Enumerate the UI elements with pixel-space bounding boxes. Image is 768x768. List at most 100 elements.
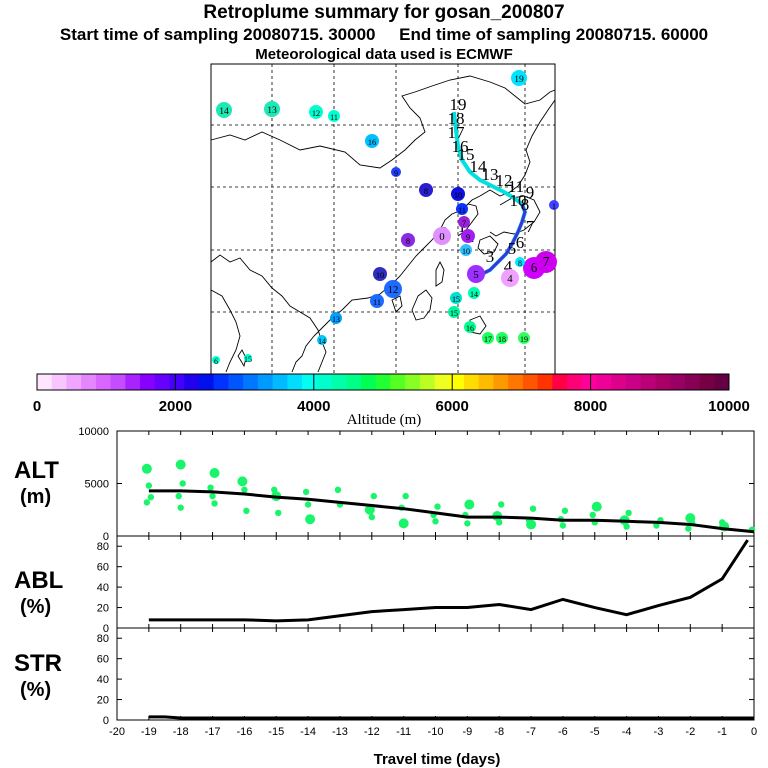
cluster-marker: 15 (450, 292, 462, 304)
chart-title: Retroplume summary for gosan_200807 (203, 2, 565, 23)
x-tick-label: -19 (141, 726, 157, 738)
trajectory-number: 10 (510, 191, 527, 210)
x-axis-title: Travel time (days) (374, 751, 501, 768)
cluster-marker: 19 (518, 332, 530, 344)
plume-particle-dot (209, 468, 220, 478)
x-tick-label: -4 (622, 726, 632, 738)
cluster-marker: 14 (317, 335, 327, 346)
cluster-marker: 16 (464, 321, 476, 333)
x-tick-label: -3 (654, 726, 664, 738)
trajectory-number: 17 (448, 123, 466, 142)
trajectory-number: 14 (470, 157, 488, 176)
series-line (148, 539, 749, 623)
colorbar-swatch (419, 374, 436, 390)
colorbar-swatch (302, 374, 318, 390)
trajectory-number: 6 (516, 233, 525, 252)
colorbar-swatch (316, 374, 332, 390)
cluster-marker: 9 (391, 167, 401, 178)
x-tick-label: -1 (717, 726, 727, 738)
colorbar-swatch (213, 374, 229, 390)
x-tick-label: -20 (109, 726, 125, 738)
plume-particle-dot (302, 488, 310, 496)
plume-particle-dot (209, 492, 216, 500)
cluster-marker: 7 (535, 251, 557, 273)
x-tick-label: -5 (590, 726, 600, 738)
cluster-label: 14 (318, 337, 326, 346)
cluster-label: 12 (312, 109, 320, 118)
x-tick-label: -13 (332, 726, 348, 738)
colorbar-swatch (684, 374, 701, 390)
y-tick-label: 0 (103, 715, 109, 727)
trajectory-number: 15 (458, 145, 475, 164)
x-tick-label: -12 (364, 726, 380, 738)
plume-particle-dot (141, 463, 152, 474)
plume-particle-dot (623, 523, 630, 530)
colorbar-swatch (37, 374, 53, 390)
colorbar-tick-label: 0 (33, 398, 41, 415)
trajectory-path (452, 111, 528, 277)
plume-particle-dot (370, 492, 377, 500)
plume-particle-dot (496, 519, 503, 526)
plume-particle-dot (175, 459, 186, 470)
plume-particle-dot (368, 513, 375, 521)
cluster-marker: 4 (501, 269, 519, 287)
alt-label: ALT (14, 457, 59, 484)
meteorological-data-label: Meteorological data used is ECMWF (255, 46, 513, 63)
colorbar-swatch (110, 374, 126, 390)
cluster-label: 15 (452, 295, 460, 304)
colorbar-swatch (375, 374, 391, 390)
str-label: STR (14, 650, 62, 677)
plume-particle-dot (464, 520, 471, 527)
x-tick-label: -10 (428, 726, 444, 738)
colorbar-swatch (596, 374, 612, 390)
cluster-label: 11 (373, 298, 381, 307)
cluster-marker: 12 (309, 105, 323, 119)
colorbar-swatch (272, 374, 288, 390)
plume-particle-dot (147, 493, 155, 501)
colorbar-swatch (405, 374, 421, 390)
cluster-label: 13 (267, 105, 277, 116)
cluster-marker: 14 (468, 287, 480, 299)
colorbar-swatch (81, 374, 97, 390)
x-tick-label: -9 (462, 726, 472, 738)
panel-frame (116, 535, 755, 629)
colorbar-swatch (567, 374, 583, 390)
plume-particle-dot (591, 501, 602, 512)
abl-unit: (%) (20, 596, 51, 618)
cluster-label: 16 (466, 324, 474, 333)
cluster-marker: 14 (216, 102, 232, 118)
x-tick-label: -2 (685, 726, 695, 738)
x-tick-label: -18 (173, 726, 189, 738)
cluster-label: 14 (219, 106, 229, 117)
cluster-marker: 13 (330, 312, 342, 324)
plume-particle-dot (434, 503, 441, 510)
colorbar-swatch (346, 374, 362, 390)
cluster-marker: 18 (496, 332, 508, 344)
colorbar-swatch (154, 374, 171, 390)
colorbar-swatch (228, 374, 244, 390)
trajectory-number: 9 (526, 183, 535, 202)
x-tick-label: -11 (396, 726, 411, 738)
cluster-marker: 13 (264, 101, 280, 117)
colorbar-swatch (198, 374, 215, 390)
colorbar-swatch (537, 374, 553, 390)
y-tick-label: 80 (97, 633, 109, 645)
cluster-label: 10 (376, 271, 384, 280)
y-tick-label: 40 (97, 674, 109, 686)
y-tick-label: 80 (97, 541, 109, 553)
cluster-label: 19 (520, 335, 528, 344)
series-line (148, 489, 755, 534)
trajectory-number: 13 (482, 165, 499, 184)
cluster-label: 19 (514, 74, 524, 85)
colorbar-swatch (243, 374, 259, 390)
cluster-marker: 10 (451, 187, 465, 201)
altitude-colorbar: 0 2000 4000 6000 8000 10000 (33, 373, 750, 415)
cluster-label: 11 (458, 206, 466, 215)
colorbar-swatch (434, 374, 450, 390)
cluster-label: 8 (424, 187, 428, 196)
cluster-marker: 16 (365, 134, 379, 148)
y-tick-label: 0 (103, 623, 109, 635)
end-time-label: End time of sampling 20080715. 60000 (399, 25, 709, 44)
colorbar-swatch (184, 374, 200, 390)
trajectory-number: 11 (508, 177, 524, 196)
